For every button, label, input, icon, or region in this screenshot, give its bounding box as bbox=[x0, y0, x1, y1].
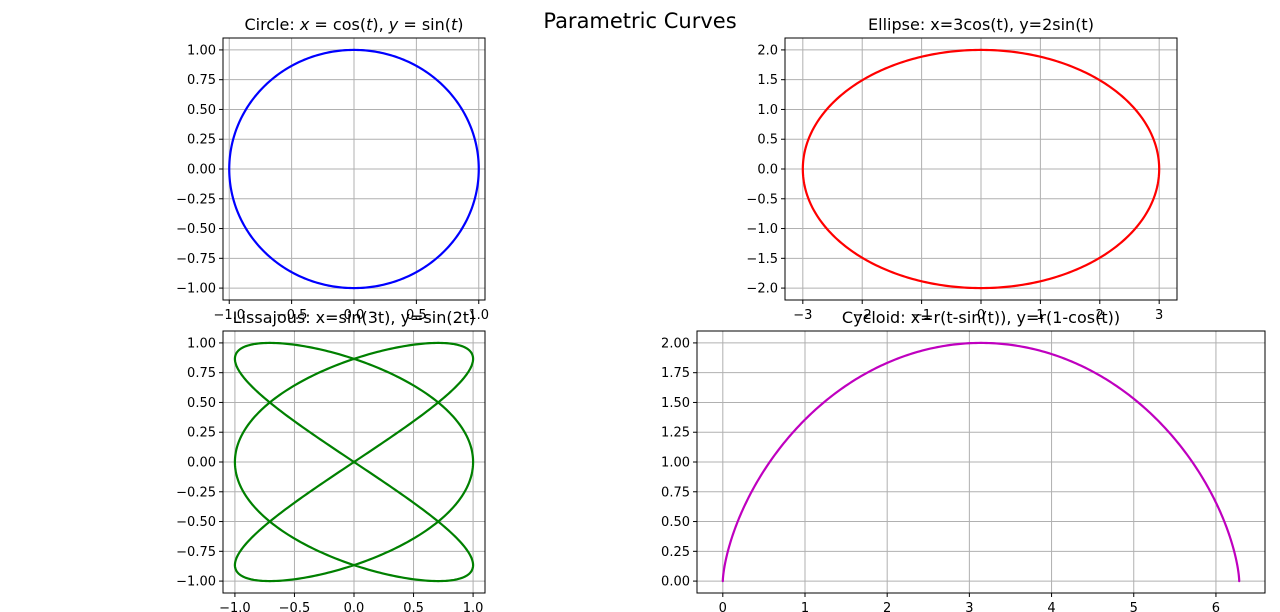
cycloid-y-tick-label: 2.00 bbox=[661, 336, 690, 351]
cycloid-y-tick-label: 1.75 bbox=[661, 366, 690, 381]
circle-x-tick-label: −0.5 bbox=[276, 308, 308, 323]
ellipse-x-tick-label: −2 bbox=[853, 308, 872, 323]
lissajous-title: Lissajous: x=sin(3t), y=sin(2t) bbox=[233, 308, 476, 327]
ellipse-x-tick-label: 2 bbox=[1096, 308, 1104, 323]
lissajous-x-tick-label: 0.0 bbox=[344, 601, 365, 612]
circle-x-tick-label: 0.5 bbox=[406, 308, 427, 323]
cycloid-y-tick-label: 0.50 bbox=[661, 515, 690, 530]
cycloid-subplot: 0 1 2 3 4 5 6 0.00 0.25 0.50 0.75 1.00 1.25 1.50 1.75 2… bbox=[661, 308, 1266, 612]
cycloid-x-tick-label: 2 bbox=[883, 601, 891, 612]
lissajous-y-tick-label: 1.00 bbox=[187, 336, 216, 351]
cycloid-x-tick-label: 5 bbox=[1130, 601, 1138, 612]
cycloid-y-tick-label: 0.00 bbox=[661, 575, 690, 590]
cycloid-x-tick-label: 1 bbox=[801, 601, 809, 612]
ellipse-subplot: −3 −2 −1 0 1 2 3 −2.0 −1.5 −1.0 −0.5 0.0 0.5 1.0 1.5 2.… bbox=[746, 15, 1178, 323]
lissajous-x-tick-label: 1.0 bbox=[463, 601, 484, 612]
ellipse-y-tick-label: 0.0 bbox=[757, 163, 778, 178]
circle-y-tick-label: 0.50 bbox=[187, 103, 216, 118]
cycloid-y-tick-label: 0.25 bbox=[661, 545, 690, 560]
lissajous-y-tick-label: 0.50 bbox=[187, 396, 216, 411]
ellipse-title: Ellipse: x=3cos(t), y=2sin(t) bbox=[868, 15, 1094, 34]
ellipse-x-tick-label: 3 bbox=[1155, 308, 1163, 323]
circle-curve bbox=[228, 48, 480, 290]
circle-x-tick-label: 1.0 bbox=[468, 308, 489, 323]
circle-y-tick-label: −0.25 bbox=[176, 192, 216, 207]
ellipse-y-tick-label: −0.5 bbox=[746, 192, 778, 207]
circle-x-tick-label: −1.0 bbox=[213, 308, 245, 323]
cycloid-x-tick-label: 4 bbox=[1047, 601, 1055, 612]
circle-x-tick-label: 0.0 bbox=[344, 308, 365, 323]
circle-y-tick-label: −0.50 bbox=[176, 222, 216, 237]
lissajous-y-tick-label: −0.25 bbox=[176, 485, 216, 500]
ellipse-x-tick-label: −3 bbox=[793, 308, 812, 323]
cycloid-y-tick-label: 1.50 bbox=[661, 396, 690, 411]
ellipse-y-tick-label: 1.5 bbox=[757, 73, 778, 88]
ellipse-curve bbox=[801, 48, 1161, 290]
ellipse-y-tick-label: −1.0 bbox=[746, 222, 778, 237]
lissajous-x-tick-label: −1.0 bbox=[219, 601, 251, 612]
ellipse-x-tick-label: 0 bbox=[977, 308, 985, 323]
cycloid-title: Cycloid: x=r(t-sin(t)), y=r(1-cos(t)) bbox=[842, 308, 1120, 327]
lissajous-y-tick-label: 0.00 bbox=[187, 456, 216, 471]
ellipse-x-tick-label: −1 bbox=[912, 308, 931, 323]
ellipse-y-tick-label: 0.5 bbox=[757, 133, 778, 148]
lissajous-y-tick-label: −1.00 bbox=[176, 575, 216, 590]
lissajous-y-tick-label: 0.25 bbox=[187, 426, 216, 441]
cycloid-y-tick-label: 0.75 bbox=[661, 485, 690, 500]
circle-y-tick-label: 0.25 bbox=[187, 133, 216, 148]
figure-title: Parametric Curves bbox=[543, 9, 736, 33]
cycloid-x-tick-label: 0 bbox=[719, 601, 727, 612]
ellipse-y-tick-label: −2.0 bbox=[746, 282, 778, 297]
circle-subplot: −1.0 −0.5 0.0 0.5 1.0 −1.00 −0.75 −0.50 −0.25 0.0… bbox=[176, 15, 489, 323]
cycloid-curve bbox=[721, 341, 1241, 583]
circle-title: Circle: x = cos(t), y = sin(t) bbox=[244, 15, 463, 34]
cycloid-y-tick-label: 1.00 bbox=[661, 456, 690, 471]
circle-y-tick-label: 1.00 bbox=[187, 43, 216, 58]
lissajous-x-tick-label: −0.5 bbox=[279, 601, 311, 612]
lissajous-x-tick-label: 0.5 bbox=[403, 601, 424, 612]
ellipse-y-tick-label: 1.0 bbox=[757, 103, 778, 118]
lissajous-y-tick-label: −0.75 bbox=[176, 545, 216, 560]
ellipse-y-tick-label: 2.0 bbox=[757, 43, 778, 58]
ellipse-y-tick-label: −1.5 bbox=[746, 252, 778, 267]
ellipse-x-tick-label: 1 bbox=[1036, 308, 1044, 323]
lissajous-subplot: −1.0 −0.5 0.0 0.5 1.0 −1.00 −0.75 −0.50 −0.25 0.0… bbox=[176, 308, 486, 612]
lissajous-y-tick-label: −0.50 bbox=[176, 515, 216, 530]
circle-y-tick-label: −1.00 bbox=[176, 282, 216, 297]
lissajous-y-tick-label: 0.75 bbox=[187, 366, 216, 381]
lissajous-curve bbox=[233, 341, 475, 583]
cycloid-x-tick-label: 3 bbox=[965, 601, 973, 612]
circle-y-tick-label: 0.00 bbox=[187, 163, 216, 178]
circle-y-tick-label: −0.75 bbox=[176, 252, 216, 267]
cycloid-x-tick-label: 6 bbox=[1212, 601, 1220, 612]
circle-y-tick-label: 0.75 bbox=[187, 73, 216, 88]
cycloid-y-tick-label: 1.25 bbox=[661, 426, 690, 441]
